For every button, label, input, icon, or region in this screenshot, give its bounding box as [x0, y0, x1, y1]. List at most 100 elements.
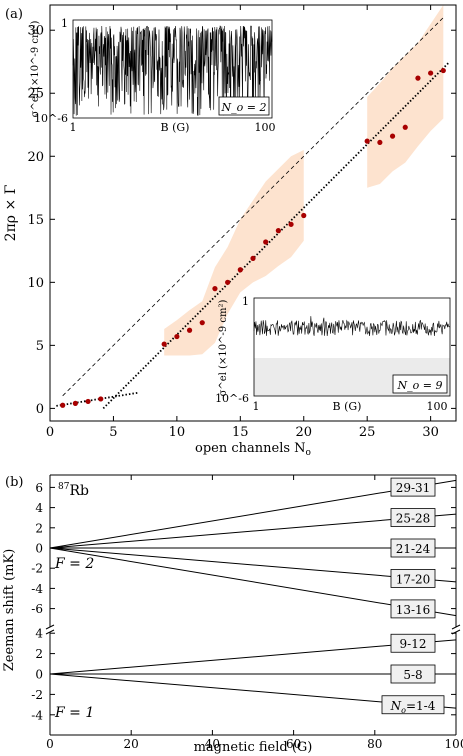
- channel-label: 25-28: [396, 512, 431, 526]
- inset1-xtick-1: 1: [70, 121, 77, 134]
- b-x-tick-label: 20: [124, 737, 139, 751]
- y-tick-group: 0 5 10 15 20 25 30: [27, 24, 456, 417]
- data-point: [186, 327, 193, 333]
- x-tick-label: 10: [169, 425, 186, 440]
- b-x-tick-label: 80: [367, 737, 382, 751]
- inset2-xtick-1: 1: [253, 400, 260, 413]
- data-point: [199, 320, 205, 326]
- channel-label-group: 29-31 25-28 21-24 17-20 13-16 9-12 5-8 No=1-4: [381, 477, 445, 715]
- fit-line-dotted-1: [102, 61, 451, 410]
- data-point: [250, 255, 256, 261]
- b-x-tick-label: 40: [205, 737, 220, 751]
- inset1-ylabel: σ^el (×10^-9 cm²): [30, 21, 41, 118]
- f1-label: F = 1: [54, 705, 94, 721]
- b-x-tick-label: 60: [286, 737, 301, 751]
- channel-label: 5-8: [403, 668, 422, 682]
- inset2-ytick-bottom: 10^-6: [215, 392, 249, 405]
- axis-break-mark: [451, 624, 461, 630]
- data-point: [237, 267, 243, 273]
- panel-a-label: (a): [5, 7, 23, 22]
- zeeman-line-f2: [49, 513, 457, 549]
- b-y-axis-label: Zeeman shift (mK): [2, 549, 17, 672]
- inset2-xlabel: B (G): [333, 400, 362, 413]
- x-tick-label: 15: [232, 425, 249, 440]
- b-x-tick-label: 100: [445, 737, 463, 751]
- y-tick-label: 15: [27, 213, 44, 228]
- b-y-tick-label: -6: [31, 602, 43, 616]
- y-tick-label: 25: [27, 87, 44, 102]
- inset2-ylabel: σ^el (×10^-9 cm²): [218, 300, 229, 397]
- channel-label: 17-20: [396, 572, 431, 586]
- inset1-label-box: [218, 96, 270, 116]
- data-point: [174, 333, 180, 340]
- inset-top-left: 1 10^-6 1 100 B (G) σ^el (×10^-9 cm²) N_…: [30, 17, 276, 134]
- data-point: [389, 133, 396, 139]
- fit-line-group: [56, 17, 451, 410]
- band-group: [164, 5, 444, 356]
- data-point: [72, 400, 78, 406]
- data-point: [402, 124, 408, 130]
- channel-label: 29-31: [396, 481, 431, 495]
- data-point: [440, 67, 446, 74]
- data-point: [428, 70, 434, 76]
- channel-box: [390, 538, 436, 558]
- inset1-frame: [72, 19, 273, 119]
- axis-break-mark: [45, 624, 55, 630]
- b-y-tick-label: 6: [35, 481, 43, 495]
- data-point: [364, 138, 370, 144]
- b-y-tick-label: 4: [35, 501, 43, 515]
- x-tick-group: 0 5 10 15 20 25 30: [46, 5, 439, 440]
- channel-box: [381, 695, 445, 715]
- y-tick-label: 20: [27, 150, 44, 165]
- x-tick-label: 25: [359, 425, 376, 440]
- zeeman-line-f2: [49, 479, 457, 549]
- b-y-tick-label: -2: [31, 688, 43, 702]
- b-y-tick-label: 0: [35, 542, 43, 556]
- axis-break-mark: [45, 629, 55, 635]
- uncertainty-band-1: [164, 149, 304, 356]
- b-y-tick-label: 0: [35, 668, 43, 682]
- isotope-title: 87Rb: [58, 482, 89, 499]
- x-tick-label: 20: [295, 425, 312, 440]
- channel-label: 9-12: [400, 637, 427, 651]
- zeeman-line-f2: [49, 547, 457, 583]
- x-tick-label: 30: [422, 425, 439, 440]
- channel-box: [390, 664, 436, 684]
- channel-box: [390, 599, 436, 619]
- b-y-tick-label: -2: [31, 562, 43, 576]
- data-point: [98, 396, 104, 402]
- x-axis-label: open channels No: [195, 441, 311, 458]
- inset1-label: N_o = 2: [221, 101, 267, 114]
- zeeman-line-f2: [49, 547, 457, 617]
- b-y-tick-label: 2: [35, 521, 43, 535]
- data-point: [225, 279, 231, 285]
- panel-a-frame: [49, 4, 457, 422]
- y-tick-label: 10: [27, 276, 44, 291]
- channel-label: 13-16: [396, 603, 431, 617]
- b-x-tick-label: 0: [46, 737, 54, 751]
- f2-label: F = 2: [54, 556, 94, 572]
- data-point: [161, 341, 167, 347]
- b-x-axis-label: magnetic field (G): [194, 740, 313, 755]
- inset-bottom-right: 1 10^-6 1 100 B (G) σ^el (×10^-9 cm²) N_…: [215, 295, 451, 413]
- inset1-xtick-100: 100: [255, 121, 276, 134]
- inset1-xlabel: B (G): [161, 121, 190, 134]
- inset2-frame: [253, 297, 451, 397]
- x-tick-label: 0: [46, 425, 54, 440]
- channel-label: No=1-4: [390, 699, 436, 715]
- y-tick-label: 0: [36, 402, 44, 417]
- data-point: [415, 75, 421, 81]
- b-y-tick-label: -4: [31, 708, 43, 722]
- reference-line-dashed: [62, 17, 444, 397]
- panel-b-frame-lines: [45, 474, 461, 736]
- channel-box: [390, 508, 436, 527]
- inset1-signal: [72, 25, 273, 116]
- channel-label: 21-24: [396, 542, 431, 556]
- y-axis-label: 2πρ × Γ: [3, 184, 19, 241]
- data-point: [60, 402, 66, 408]
- data-point: [275, 228, 281, 234]
- b-y-tick-label: 2: [35, 647, 43, 661]
- y-tick-label: 5: [36, 339, 44, 354]
